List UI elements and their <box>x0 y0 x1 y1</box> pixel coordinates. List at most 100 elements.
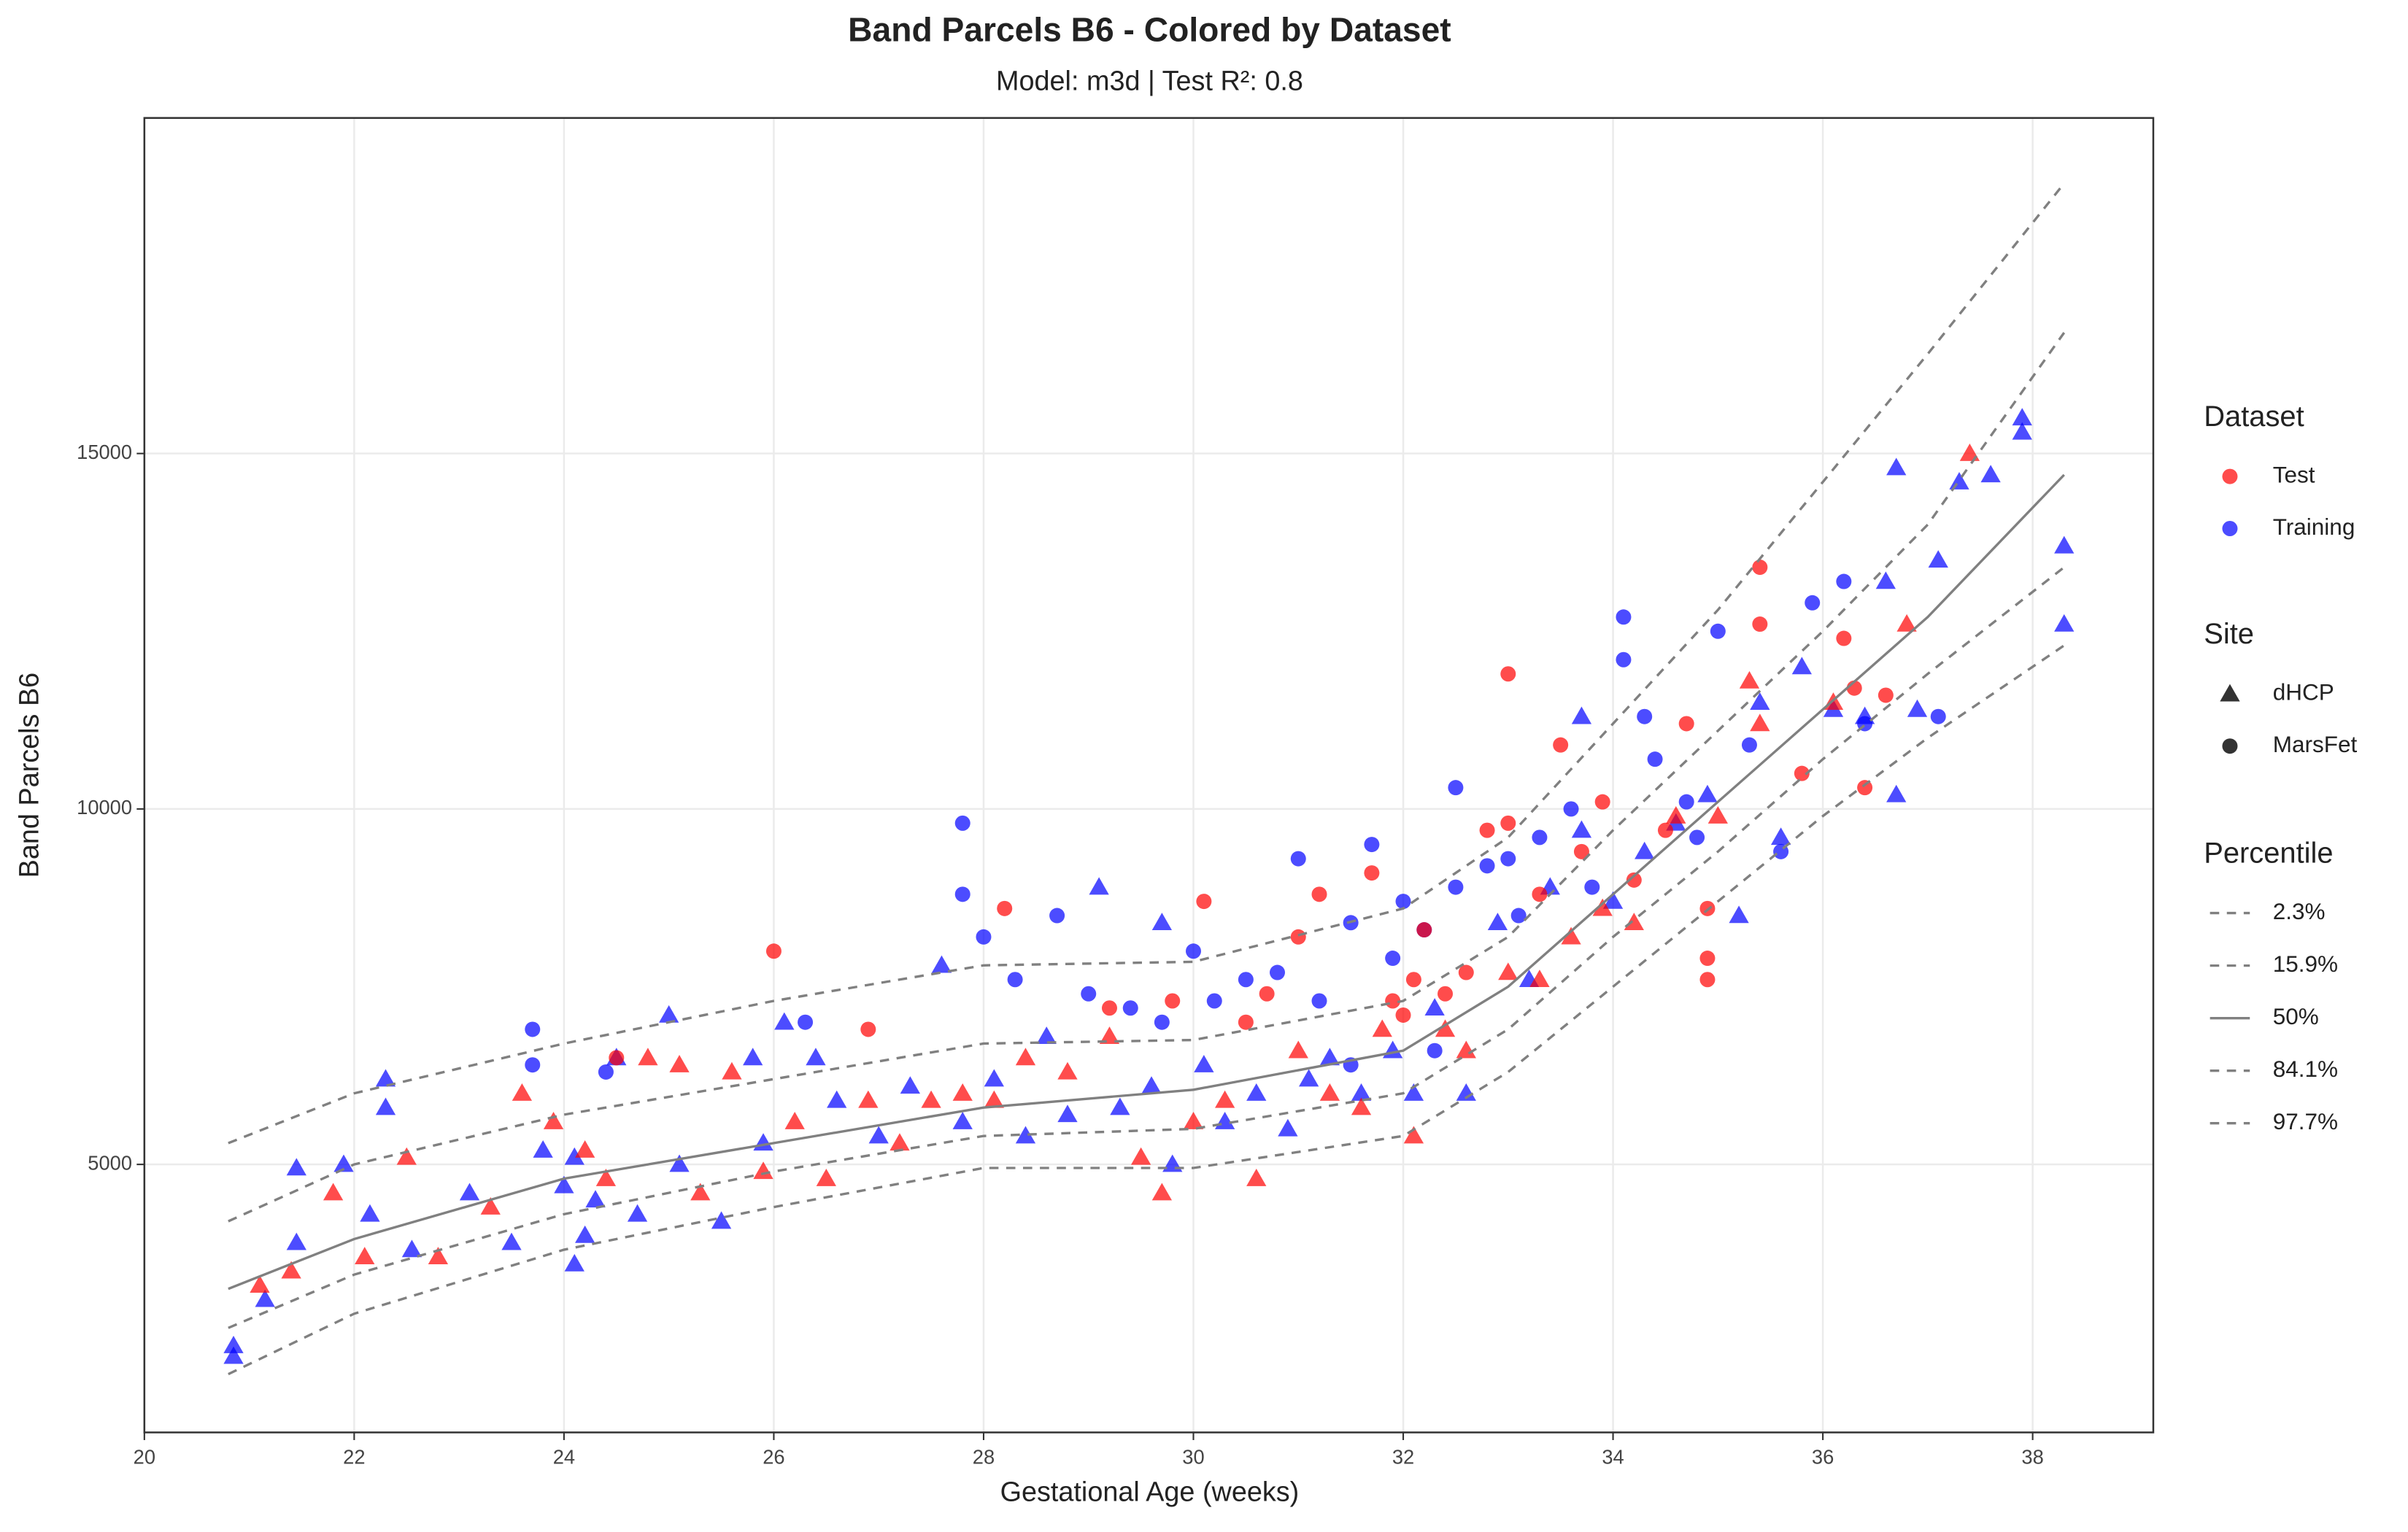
percentile-curve <box>228 182 2066 1145</box>
point <box>459 1183 480 1201</box>
legend-label: 97.7% <box>2273 1108 2338 1134</box>
point <box>1678 794 1694 810</box>
point <box>1214 1090 1235 1108</box>
point <box>360 1204 380 1222</box>
point <box>1448 879 1464 895</box>
point <box>1750 692 1770 710</box>
point <box>1270 964 1286 980</box>
point <box>1456 1040 1476 1059</box>
point <box>1626 872 1642 888</box>
legend-label: Training <box>2273 514 2355 540</box>
point <box>1878 687 1894 703</box>
legend-label: MarsFet <box>2273 731 2358 757</box>
point <box>575 1140 595 1158</box>
point <box>1351 1083 1372 1101</box>
point <box>1154 1014 1170 1030</box>
point <box>1081 986 1097 1002</box>
point <box>255 1289 275 1307</box>
point <box>1278 1118 1298 1137</box>
legend-marker <box>2222 738 2238 754</box>
point <box>286 1158 306 1176</box>
point <box>1930 708 1946 724</box>
point <box>1635 841 1655 859</box>
point <box>669 1055 690 1072</box>
point <box>711 1211 732 1229</box>
point <box>1259 986 1275 1002</box>
point <box>1836 573 1852 589</box>
point <box>1298 1069 1319 1087</box>
point <box>1395 1007 1411 1023</box>
point <box>1980 465 2001 483</box>
point <box>585 1190 606 1208</box>
point <box>564 1147 584 1165</box>
point <box>1049 908 1065 924</box>
point <box>1015 1126 1036 1144</box>
point <box>1594 794 1610 810</box>
point <box>1616 609 1632 625</box>
point <box>1238 972 1254 988</box>
legend-title: Percentile <box>2204 837 2333 869</box>
point <box>1678 716 1694 732</box>
point <box>1752 560 1768 576</box>
point <box>1561 926 1581 945</box>
point <box>1729 905 1749 924</box>
legend-marker <box>2222 468 2238 484</box>
x-tick-label: 28 <box>973 1445 995 1468</box>
legend-label: 15.9% <box>2273 951 2338 977</box>
point <box>1130 1147 1151 1165</box>
point <box>286 1232 306 1250</box>
point <box>1500 815 1516 831</box>
point <box>501 1232 522 1250</box>
point <box>1886 457 1907 476</box>
point <box>1427 1042 1443 1059</box>
point <box>1456 1083 1476 1101</box>
x-tick-label: 22 <box>343 1445 365 1468</box>
point <box>1036 1026 1057 1044</box>
point <box>1290 929 1306 945</box>
point <box>2012 422 2032 440</box>
percentile-curve <box>228 332 2066 1223</box>
point <box>1057 1104 1078 1123</box>
point <box>1573 843 1589 859</box>
point <box>598 1064 614 1080</box>
point <box>1186 943 1202 959</box>
legend-marker <box>2222 521 2238 536</box>
point <box>480 1196 501 1215</box>
chart-subtitle: Model: m3d | Test R²: 0.8 <box>996 66 1303 96</box>
y-tick-label: 5000 <box>88 1151 132 1174</box>
point <box>1770 827 1791 846</box>
point <box>1699 972 1716 988</box>
point <box>1246 1168 1267 1186</box>
point <box>1875 571 1896 589</box>
point <box>1666 805 1686 824</box>
y-tick-label: 10000 <box>77 796 132 819</box>
point <box>355 1247 375 1265</box>
point <box>2054 614 2075 632</box>
point <box>1624 913 1644 931</box>
point <box>984 1069 1004 1087</box>
chart-title: Band Parcels B6 - Colored by Dataset <box>848 10 1451 48</box>
point <box>997 900 1013 916</box>
point <box>1110 1097 1130 1115</box>
point <box>533 1140 553 1158</box>
point <box>1836 630 1852 646</box>
point <box>428 1247 449 1265</box>
point <box>1907 699 1928 717</box>
point <box>512 1083 533 1101</box>
point <box>669 1154 690 1172</box>
point <box>1438 986 1454 1002</box>
legend-marker <box>2220 684 2240 702</box>
x-tick-label: 30 <box>1182 1445 1204 1468</box>
point <box>1448 780 1464 796</box>
point <box>1896 614 1917 632</box>
point <box>1584 879 1600 895</box>
point <box>722 1061 742 1080</box>
x-tick-label: 32 <box>1392 1445 1414 1468</box>
point <box>1886 784 1907 802</box>
point <box>1183 1112 1204 1129</box>
point <box>1928 550 1948 568</box>
point <box>223 1346 244 1364</box>
point <box>827 1090 847 1108</box>
point <box>774 1012 795 1030</box>
